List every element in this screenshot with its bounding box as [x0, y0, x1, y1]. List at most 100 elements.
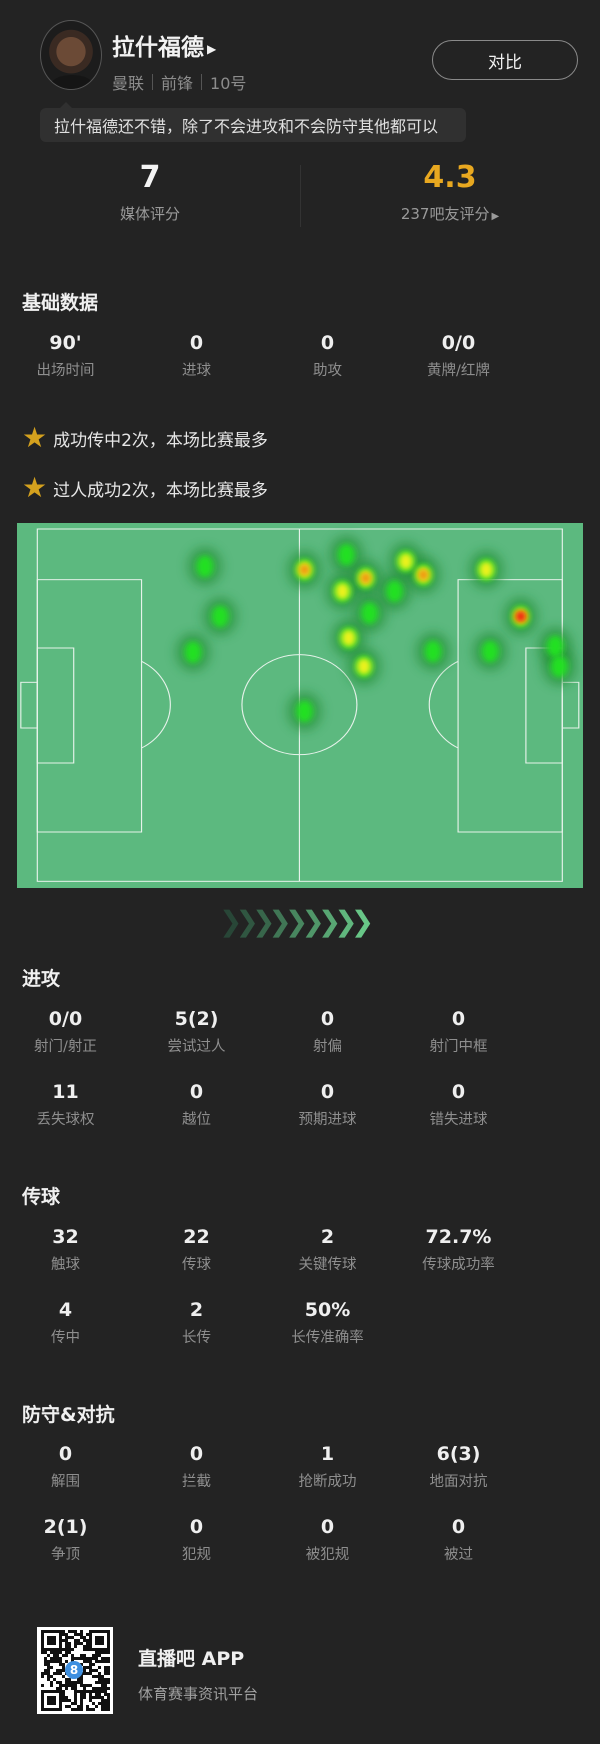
- stat-label: 越位: [182, 1112, 211, 1128]
- app-name: 直播吧 APP: [138, 1648, 245, 1670]
- stat-value: 0: [451, 1516, 466, 1538]
- stat-cell: 0 越位: [131, 1081, 262, 1154]
- stat-label: 进球: [182, 363, 211, 379]
- stat-cell: 0 射偏: [262, 1008, 393, 1081]
- stat-value: 90': [49, 332, 82, 354]
- chevron-right-icon: ❯: [301, 905, 325, 938]
- stat-cell: 2 关键传球: [262, 1226, 393, 1299]
- player-meta: 曼联 前锋 10号: [112, 70, 246, 94]
- stat-cell: 4 传中: [0, 1299, 131, 1372]
- stat-cell: 0 犯规: [131, 1516, 262, 1589]
- stat-value: 2: [189, 1299, 204, 1321]
- section-title-passing: 传球: [22, 1186, 61, 1208]
- app-logo-badge: 8: [65, 1661, 83, 1679]
- stat-label: 传球成功率: [422, 1257, 495, 1273]
- player-name-link[interactable]: 拉什福德 ▶: [112, 28, 216, 62]
- fan-rating[interactable]: 4.3 237吧友评分 ▶: [300, 160, 600, 224]
- divider: [152, 74, 154, 90]
- heat-spot: [546, 635, 564, 658]
- team: 曼联: [112, 74, 145, 93]
- heat-spot: [196, 555, 214, 578]
- section-title-basic: 基础数据: [22, 292, 99, 314]
- app-slogan: 体育赛事资讯平台: [138, 1685, 259, 1703]
- stat-cell: 0/0 黄牌/红牌: [393, 332, 524, 405]
- stat-cell: 0 预期进球: [262, 1081, 393, 1154]
- stat-label: 触球: [51, 1257, 80, 1273]
- heat-spot: [299, 564, 310, 576]
- heat-spot: [424, 640, 442, 663]
- media-rating: 7 媒体评分: [0, 160, 300, 224]
- stat-label: 长传准确率: [291, 1330, 364, 1346]
- stat-cell: 2(1) 争顶: [0, 1516, 131, 1589]
- chevron-right-icon: ❯: [317, 905, 342, 938]
- stat-cell: 50% 长传准确率: [262, 1299, 393, 1372]
- media-rating-label: 媒体评分: [119, 205, 180, 223]
- heat-spot: [335, 582, 350, 600]
- stat-cell: 0 助攻: [262, 332, 393, 405]
- stat-value: 0/0: [48, 1008, 83, 1030]
- player-name: 拉什福德: [112, 35, 204, 61]
- stat-label: 抢断成功: [298, 1474, 357, 1490]
- stat-value: 0: [451, 1081, 466, 1103]
- stat-label: 长传: [182, 1330, 211, 1346]
- stat-label: 错失进球: [429, 1112, 488, 1128]
- stat-label: 射门/射正: [34, 1039, 97, 1055]
- stat-cell: 0 射门中框: [393, 1008, 524, 1081]
- stat-value: 0: [189, 1443, 204, 1465]
- stat-value: 0: [189, 1081, 204, 1103]
- stat-cell: 0 拦截: [131, 1443, 262, 1516]
- heatmap-layer: [175, 534, 577, 732]
- stat-value: 0: [320, 332, 335, 354]
- stat-value: 0: [189, 1516, 204, 1538]
- chevron-right-icon: ❯: [251, 905, 276, 938]
- stat-label: 出场时间: [36, 363, 95, 379]
- stat-value: 72.7%: [425, 1226, 492, 1248]
- stat-label: 被过: [444, 1547, 473, 1563]
- chevron-right-icon: ❯: [235, 905, 259, 938]
- heat-spot: [479, 561, 494, 579]
- media-rating-value: 7: [139, 160, 161, 195]
- chevron-right-icon: ❯: [334, 905, 358, 938]
- stat-cell: 0/0 射门/射正: [0, 1008, 131, 1081]
- stat-label: 传中: [51, 1330, 80, 1346]
- stat-label: 传球: [182, 1257, 211, 1273]
- heat-spot: [296, 700, 313, 723]
- stat-cell: 22 传球: [131, 1226, 262, 1299]
- qr-pattern: [41, 1630, 110, 1711]
- stat-label: 关键传球: [298, 1257, 357, 1273]
- stat-cell: 0 解围: [0, 1443, 131, 1516]
- stat-label: 地面对抗: [429, 1474, 488, 1490]
- qr-finder: [95, 1636, 104, 1645]
- stat-cell: 11 丢失球权: [0, 1081, 131, 1154]
- highlight-item: ★ 过人成功2次，本场比赛最多: [22, 474, 268, 502]
- basic-stats-grid: 90' 出场时间 0 进球 0 助攻 0/0 黄牌/红牌: [0, 332, 524, 405]
- stat-label: 预期进球: [298, 1112, 357, 1128]
- stat-label: 犯规: [182, 1547, 211, 1563]
- stat-value: 0: [320, 1008, 335, 1030]
- highlight-item: ★ 成功传中2次，本场比赛最多: [22, 424, 268, 452]
- stat-value: 0: [58, 1443, 73, 1465]
- stat-value: 2(1): [43, 1516, 88, 1538]
- qr-finder: [47, 1636, 56, 1645]
- compare-button[interactable]: 对比: [432, 40, 578, 80]
- chevron-right-icon: ❯: [350, 905, 375, 938]
- stat-value: 11: [52, 1081, 79, 1103]
- highlight-text: 成功传中2次，本场比赛最多: [53, 430, 268, 451]
- stat-value: 32: [52, 1226, 79, 1248]
- star-icon: ★: [22, 471, 48, 504]
- qr-finder: [47, 1696, 56, 1705]
- stat-cell: 1 抢断成功: [262, 1443, 393, 1516]
- stat-cell: 2 长传: [131, 1299, 262, 1372]
- comment-bubble[interactable]: 拉什福德还不错，除了不会进攻和不会防守其他都可以: [40, 102, 466, 142]
- stat-cell: 72.7% 传球成功率: [393, 1226, 524, 1299]
- divider: [201, 74, 203, 90]
- heat-spot: [550, 655, 568, 678]
- heat-spot: [211, 605, 229, 628]
- stat-label: 解围: [51, 1474, 80, 1490]
- player-avatar[interactable]: [40, 20, 102, 90]
- stat-label: 拦截: [182, 1474, 211, 1490]
- heat-spot: [481, 640, 499, 663]
- fan-rating-label: 237吧友评分: [400, 205, 490, 223]
- stat-label: 尝试过人: [167, 1039, 226, 1055]
- heat-spot: [337, 543, 355, 566]
